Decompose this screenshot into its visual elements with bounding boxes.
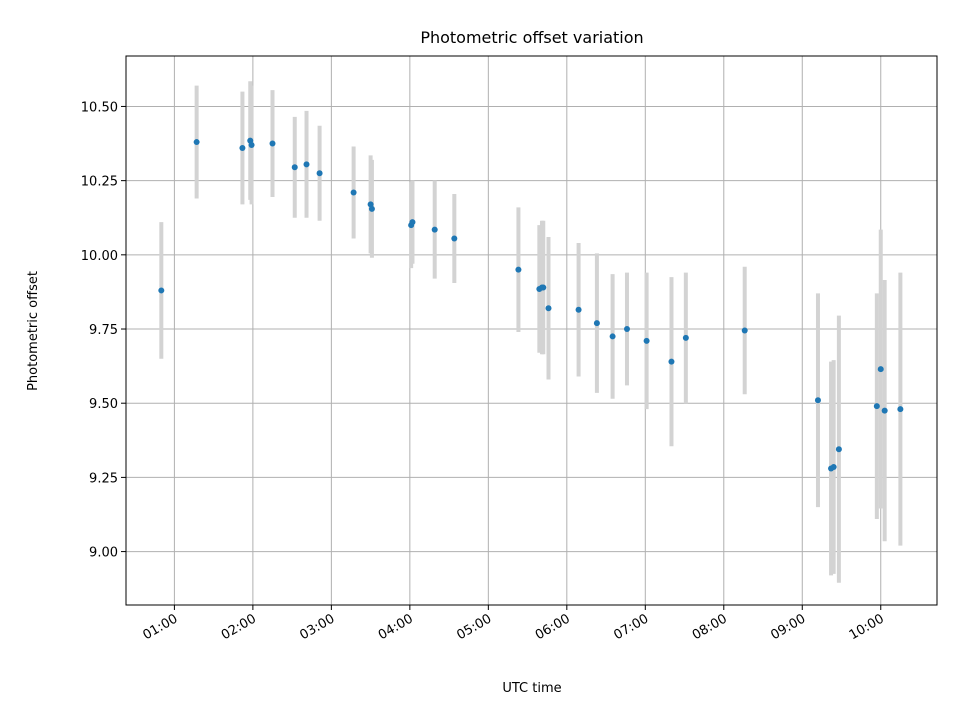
data-point xyxy=(741,327,748,334)
data-point xyxy=(350,189,357,196)
data-point xyxy=(431,226,438,233)
x-axis-label: UTC time xyxy=(502,681,561,696)
data-point xyxy=(193,139,200,146)
y-tick-label: 10.25 xyxy=(81,175,118,190)
data-points xyxy=(158,137,904,472)
y-tick-label: 9.00 xyxy=(89,546,118,561)
data-point xyxy=(873,403,880,410)
data-point xyxy=(269,140,276,147)
data-point xyxy=(540,284,547,291)
data-point xyxy=(835,446,842,453)
data-point xyxy=(291,164,298,171)
data-point xyxy=(409,219,416,226)
data-point xyxy=(814,397,821,404)
y-tick-label: 9.75 xyxy=(89,323,118,338)
y-axis-label: Photometric offset xyxy=(26,271,41,391)
data-point xyxy=(368,205,375,212)
y-tick-label: 9.50 xyxy=(89,397,118,412)
data-point xyxy=(877,366,884,373)
data-point xyxy=(316,170,323,177)
data-point xyxy=(897,406,904,413)
data-point xyxy=(830,464,837,471)
data-point xyxy=(623,326,630,333)
y-tick-label: 10.00 xyxy=(81,249,118,264)
y-tick-label: 9.25 xyxy=(89,471,118,486)
data-point xyxy=(303,161,310,168)
data-point xyxy=(158,287,165,294)
data-point xyxy=(593,320,600,327)
data-point xyxy=(239,144,246,151)
data-point xyxy=(248,142,255,149)
data-point xyxy=(609,333,616,340)
data-point xyxy=(682,334,689,341)
data-point xyxy=(668,358,675,365)
data-point xyxy=(515,266,522,273)
data-point xyxy=(545,305,552,312)
chart-title: Photometric offset variation xyxy=(420,28,643,47)
y-axis: 9.00 9.25 9.50 9.75 10.00 10.25 10.50 xyxy=(81,100,126,561)
y-tick-label: 10.50 xyxy=(81,100,118,115)
data-point xyxy=(881,407,888,414)
data-point xyxy=(575,306,582,313)
data-point xyxy=(643,337,650,344)
data-point xyxy=(451,235,458,242)
plot-frame xyxy=(125,55,938,606)
